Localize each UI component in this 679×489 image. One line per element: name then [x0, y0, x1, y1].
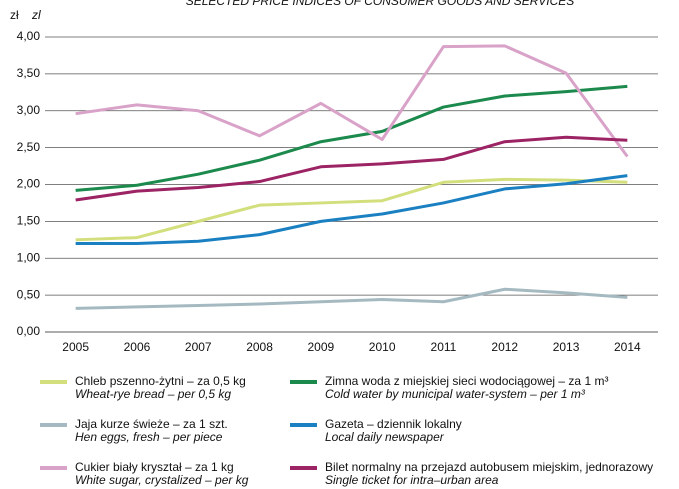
x-tick-label: 2009	[307, 340, 334, 354]
x-tick-label: 2007	[185, 340, 212, 354]
legend-label-en: Cold water by municipal water-system – p…	[325, 387, 586, 401]
y-tick-label: 4,00	[17, 29, 41, 43]
series-line	[75, 287, 628, 310]
x-tick-label: 2012	[491, 340, 518, 354]
series-line	[75, 84, 628, 192]
x-tick-label: 2010	[369, 340, 396, 354]
series-line	[75, 44, 629, 158]
y-tick-label: 3,00	[17, 103, 41, 117]
x-tick-label: 2005	[62, 340, 89, 354]
y-tick-label: 0,00	[17, 324, 41, 338]
y-tick-label: 1,00	[17, 250, 41, 264]
x-tick-label: 2013	[553, 340, 580, 354]
x-tick-label: 2011	[431, 340, 457, 354]
y-axis-label-en: zl	[31, 8, 41, 22]
legend-label-en: Local daily newspaper	[325, 430, 445, 444]
series-line	[75, 177, 628, 242]
legend-label-en: White sugar, crystalized – per kg	[75, 473, 249, 487]
legend-label: Chleb pszenno-żytni – za 0,5 kg	[75, 374, 246, 388]
y-tick-label: 1,50	[17, 214, 41, 228]
y-axis-label: zł	[10, 8, 19, 22]
y-tick-label: 2,50	[17, 140, 41, 154]
series-line	[75, 135, 628, 202]
chart-title: SELECTED PRICE INDICES OF CONSUMER GOODS…	[186, 0, 575, 8]
legend-label: Cukier biały kryształ – za 1 kg	[75, 460, 234, 474]
y-tick-label: 0,50	[17, 287, 41, 301]
x-tick-label: 2008	[246, 340, 273, 354]
y-tick-label: 3,50	[17, 66, 41, 80]
legend-label-en: Wheat-rye bread – per 0,5 kg	[75, 387, 231, 401]
y-tick-label: 2,00	[17, 177, 41, 191]
legend-label-en: Hen eggs, fresh – per piece	[75, 430, 223, 444]
series-line	[75, 174, 628, 245]
legend-label: Zimna woda z miejskiej sieci wodociągowe…	[325, 374, 608, 388]
legend-label: Bilet normalny na przejazd autobusem mie…	[325, 460, 653, 474]
x-tick-label: 2006	[124, 340, 151, 354]
legend-label: Gazeta – dziennik lokalny	[325, 417, 462, 431]
x-tick-label: 2014	[614, 340, 641, 354]
legend-label: Jaja kurze świeże – za 1 szt.	[75, 417, 228, 431]
legend-label-en: Single ticket for intra–urban area	[325, 473, 499, 487]
